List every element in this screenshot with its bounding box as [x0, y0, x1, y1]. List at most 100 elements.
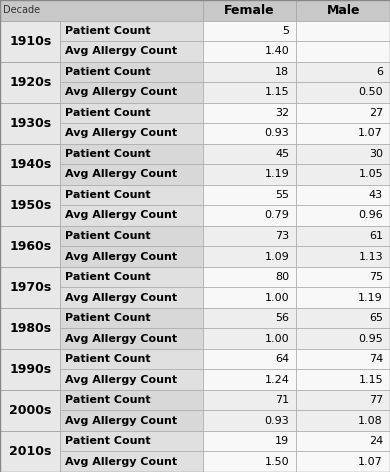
Text: Patient Count: Patient Count [65, 67, 151, 77]
Bar [0, 185, 60, 226]
Text: 71: 71 [275, 395, 289, 405]
Bar [60, 123, 203, 143]
Text: 1.15: 1.15 [265, 87, 289, 97]
Text: 0.96: 0.96 [358, 211, 383, 220]
Bar [203, 246, 296, 267]
Text: 6: 6 [376, 67, 383, 77]
Text: 0.79: 0.79 [264, 211, 289, 220]
Bar [60, 41, 203, 61]
Bar [60, 431, 203, 452]
Bar [203, 82, 296, 102]
Bar [0, 61, 60, 102]
Text: 24: 24 [369, 436, 383, 446]
Bar [203, 164, 296, 185]
Bar [203, 267, 296, 287]
Text: 75: 75 [369, 272, 383, 282]
Bar [203, 123, 296, 143]
Text: 30: 30 [369, 149, 383, 159]
Text: Decade: Decade [3, 5, 40, 15]
Text: Patient Count: Patient Count [65, 26, 151, 36]
Bar [0, 390, 60, 431]
Bar [296, 102, 390, 123]
Bar [203, 205, 296, 226]
Bar [60, 20, 203, 41]
Text: 0.93: 0.93 [265, 416, 289, 426]
Bar [203, 349, 296, 370]
Bar [203, 452, 296, 472]
Bar [0, 349, 60, 390]
Bar [0, 143, 60, 185]
Bar [203, 61, 296, 82]
Text: 77: 77 [369, 395, 383, 405]
Bar [60, 452, 203, 472]
Text: Avg Allergy Count: Avg Allergy Count [65, 416, 177, 426]
Bar [60, 185, 203, 205]
Text: 1.00: 1.00 [265, 293, 289, 303]
Text: 1940s: 1940s [9, 158, 51, 171]
Text: 27: 27 [369, 108, 383, 118]
Text: 1.13: 1.13 [358, 252, 383, 261]
Bar [296, 431, 390, 452]
Text: Avg Allergy Count: Avg Allergy Count [65, 334, 177, 344]
Text: 1920s: 1920s [9, 76, 51, 89]
Bar [296, 205, 390, 226]
Text: 19: 19 [275, 436, 289, 446]
Bar [203, 102, 296, 123]
Bar [296, 20, 390, 41]
Bar [203, 226, 296, 246]
Text: Avg Allergy Count: Avg Allergy Count [65, 128, 177, 138]
Bar [203, 20, 296, 41]
Text: Avg Allergy Count: Avg Allergy Count [65, 211, 177, 220]
Bar [0, 102, 60, 143]
Text: 80: 80 [275, 272, 289, 282]
Text: 32: 32 [275, 108, 289, 118]
Text: Patient Count: Patient Count [65, 108, 151, 118]
Bar [296, 370, 390, 390]
Text: 0.50: 0.50 [358, 87, 383, 97]
Bar [60, 411, 203, 431]
Bar [296, 329, 390, 349]
Text: 55: 55 [275, 190, 289, 200]
Text: Patient Count: Patient Count [65, 149, 151, 159]
Bar [203, 390, 296, 411]
Bar [296, 143, 390, 164]
Bar [296, 390, 390, 411]
Bar [0, 431, 60, 472]
Text: 1.00: 1.00 [265, 334, 289, 344]
Text: Avg Allergy Count: Avg Allergy Count [65, 293, 177, 303]
Bar [296, 0, 390, 20]
Text: Avg Allergy Count: Avg Allergy Count [65, 169, 177, 179]
Text: 1.09: 1.09 [265, 252, 289, 261]
Bar [0, 20, 60, 61]
Bar [296, 246, 390, 267]
Bar [0, 308, 60, 349]
Text: 43: 43 [369, 190, 383, 200]
Bar [296, 226, 390, 246]
Text: Patient Count: Patient Count [65, 313, 151, 323]
Bar [296, 287, 390, 308]
Bar [296, 123, 390, 143]
Bar [60, 390, 203, 411]
Bar [203, 41, 296, 61]
Text: 1.19: 1.19 [358, 293, 383, 303]
Text: Avg Allergy Count: Avg Allergy Count [65, 87, 177, 97]
Text: 1.07: 1.07 [358, 128, 383, 138]
Text: 1.24: 1.24 [264, 375, 289, 385]
Text: 1970s: 1970s [9, 281, 51, 294]
Bar [0, 267, 60, 308]
Bar [60, 102, 203, 123]
Text: 2010s: 2010s [9, 445, 51, 458]
Text: 2000s: 2000s [9, 404, 51, 417]
Bar [203, 0, 296, 20]
Text: 1.50: 1.50 [265, 457, 289, 467]
Text: 0.95: 0.95 [358, 334, 383, 344]
Text: Patient Count: Patient Count [65, 231, 151, 241]
Bar [296, 349, 390, 370]
Text: 1930s: 1930s [9, 117, 51, 130]
Text: Female: Female [224, 4, 275, 17]
Text: Male: Male [326, 4, 360, 17]
Text: 74: 74 [369, 354, 383, 364]
Text: 5: 5 [282, 26, 289, 36]
Text: 56: 56 [275, 313, 289, 323]
Bar [203, 411, 296, 431]
